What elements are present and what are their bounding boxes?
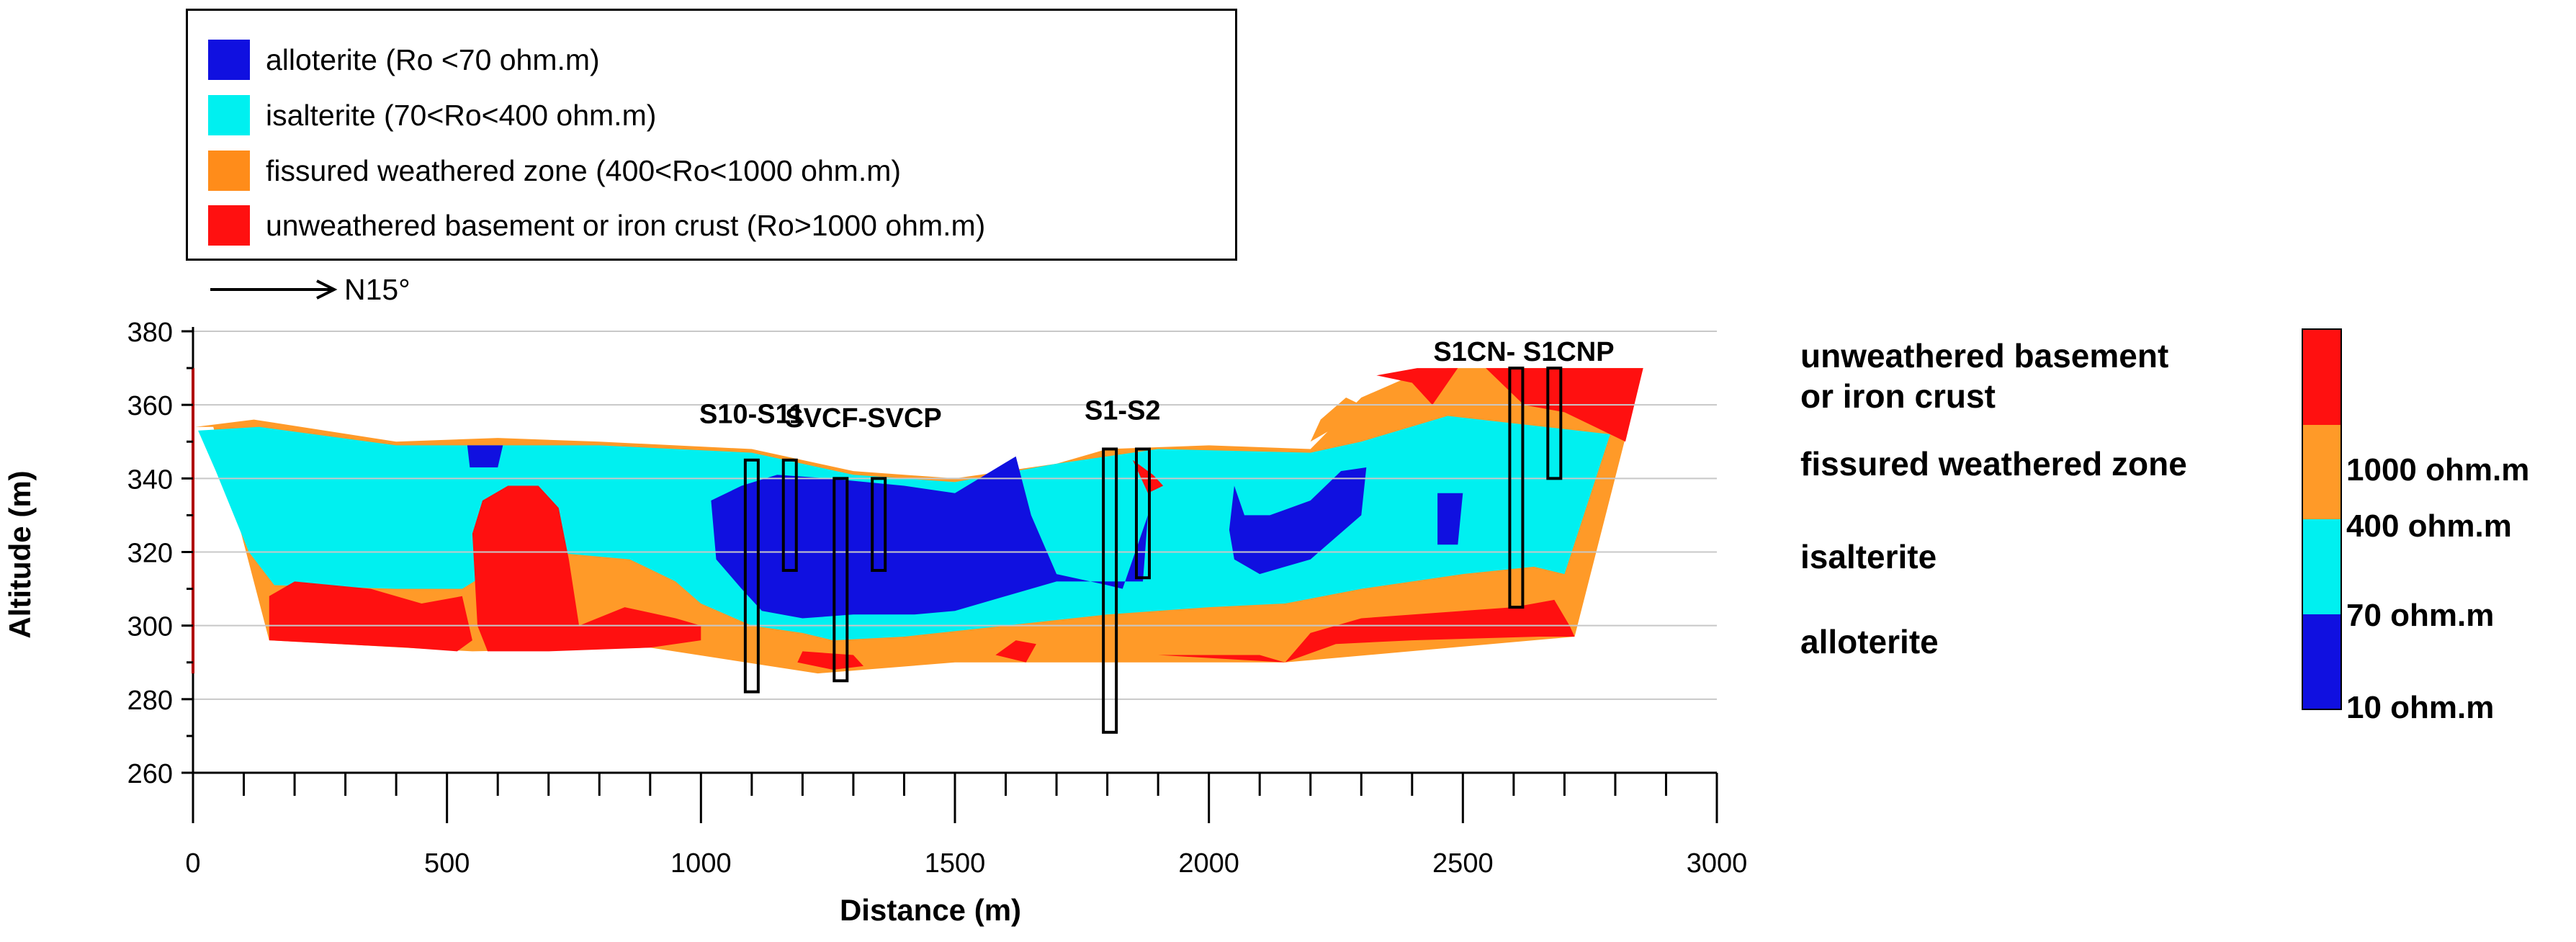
zone-alloterite	[1437, 493, 1463, 545]
x-tick-label: 500	[424, 848, 470, 879]
colorbar-band-alloterite	[2303, 614, 2341, 709]
borehole	[1134, 447, 1151, 580]
zone-alloterite	[711, 456, 1148, 619]
borehole-label: S10-S11	[699, 400, 804, 430]
x-tick-label: 0	[185, 848, 200, 879]
legend-swatch-fissured	[208, 151, 250, 191]
colorbar-band-isalterite	[2303, 519, 2341, 614]
zone-unweathered-basement	[472, 485, 701, 652]
borehole-label: S1-S2	[1085, 396, 1161, 426]
legend-item-basement: unweathered basement or iron crust (Ro>1…	[208, 204, 985, 247]
zone-unweathered-basement	[269, 581, 472, 652]
y-axis-title: Altitude (m)	[3, 470, 37, 638]
zone-unweathered-basement	[995, 640, 1036, 663]
borehole	[781, 458, 798, 573]
north-arrow-icon	[210, 279, 338, 300]
borehole-label: SVCF-SVCP	[785, 403, 941, 434]
legend-swatch-alloterite	[208, 40, 250, 80]
x-tick-label: 3000	[1687, 848, 1748, 879]
class-label-alloterite: alloterite	[1800, 623, 1939, 660]
class-label-unweathered-2: or iron crust	[1800, 377, 1996, 415]
colorbar-band-basement	[2303, 330, 2341, 425]
orientation-indicator: N15°	[209, 268, 410, 311]
y-tick-label: 280	[127, 686, 173, 716]
y-tick-label: 360	[127, 391, 173, 421]
grid-lines	[193, 331, 1717, 700]
legend-swatch-isalterite	[208, 95, 250, 135]
zone-alloterite	[467, 445, 503, 467]
zone-unweathered-basement	[1376, 368, 1458, 405]
x-tick-label: 2500	[1432, 848, 1494, 879]
colorbar-label-1000: 1000 ohm.m	[2346, 452, 2530, 488]
legend: alloterite (Ro <70 ohm.m) isalterite (70…	[186, 9, 1237, 261]
orientation-label: N15°	[344, 272, 410, 306]
zone-alloterite	[1229, 467, 1367, 575]
colorbar	[2302, 328, 2342, 710]
legend-swatch-basement	[208, 205, 250, 246]
legend-label-basement: unweathered basement or iron crust (Ro>1…	[266, 208, 986, 242]
zone-unweathered-basement	[1158, 599, 1575, 663]
legend-label-isalterite: isalterite (70<Ro<400 ohm.m)	[266, 98, 657, 132]
y-tick-label: 380	[127, 318, 173, 348]
x-tick-label: 1000	[670, 848, 732, 879]
x-tick-label: 1500	[925, 848, 986, 879]
borehole	[833, 477, 849, 683]
colorbar-band-fissured	[2303, 424, 2341, 519]
x-axis-title: Distance (m)	[840, 893, 1021, 927]
zone-fissured-patch	[1310, 398, 1362, 442]
legend-label-fissured: fissured weathered zone (400<Ro<1000 ohm…	[266, 153, 902, 187]
class-label-unweathered-1: unweathered basement	[1800, 337, 2169, 374]
borehole	[1546, 367, 1563, 480]
borehole-label: S1CN- S1CNP	[1433, 337, 1614, 367]
x-tick-label: 2000	[1178, 848, 1239, 879]
colorbar-label-70: 70 ohm.m	[2346, 598, 2495, 633]
borehole	[871, 477, 887, 573]
y-tick-label: 260	[127, 759, 173, 789]
legend-item-isalterite: isalterite (70<Ro<400 ohm.m)	[208, 94, 656, 137]
axes: 260 280 300 320 340 360 380 0 500 1000 1500 2000 250…	[127, 318, 1748, 879]
legend-label-alloterite: alloterite (Ro <70 ohm.m)	[266, 42, 600, 76]
y-tick-label: 300	[127, 612, 173, 642]
borehole	[1102, 447, 1118, 734]
legend-item-fissured: fissured weathered zone (400<Ro<1000 ohm…	[208, 149, 901, 192]
colorbar-label-10: 10 ohm.m	[2346, 690, 2495, 725]
colorbar-label-400: 400 ohm.m	[2346, 508, 2512, 544]
section-zones	[195, 368, 1643, 674]
class-label-fissured: fissured weathered zone	[1800, 445, 2187, 483]
borehole	[1508, 367, 1525, 609]
borehole	[743, 458, 760, 694]
legend-item-alloterite: alloterite (Ro <70 ohm.m)	[208, 38, 600, 81]
y-tick-label: 320	[127, 539, 173, 569]
class-label-isalterite: isalterite	[1800, 538, 1937, 575]
y-tick-label: 340	[127, 465, 173, 495]
